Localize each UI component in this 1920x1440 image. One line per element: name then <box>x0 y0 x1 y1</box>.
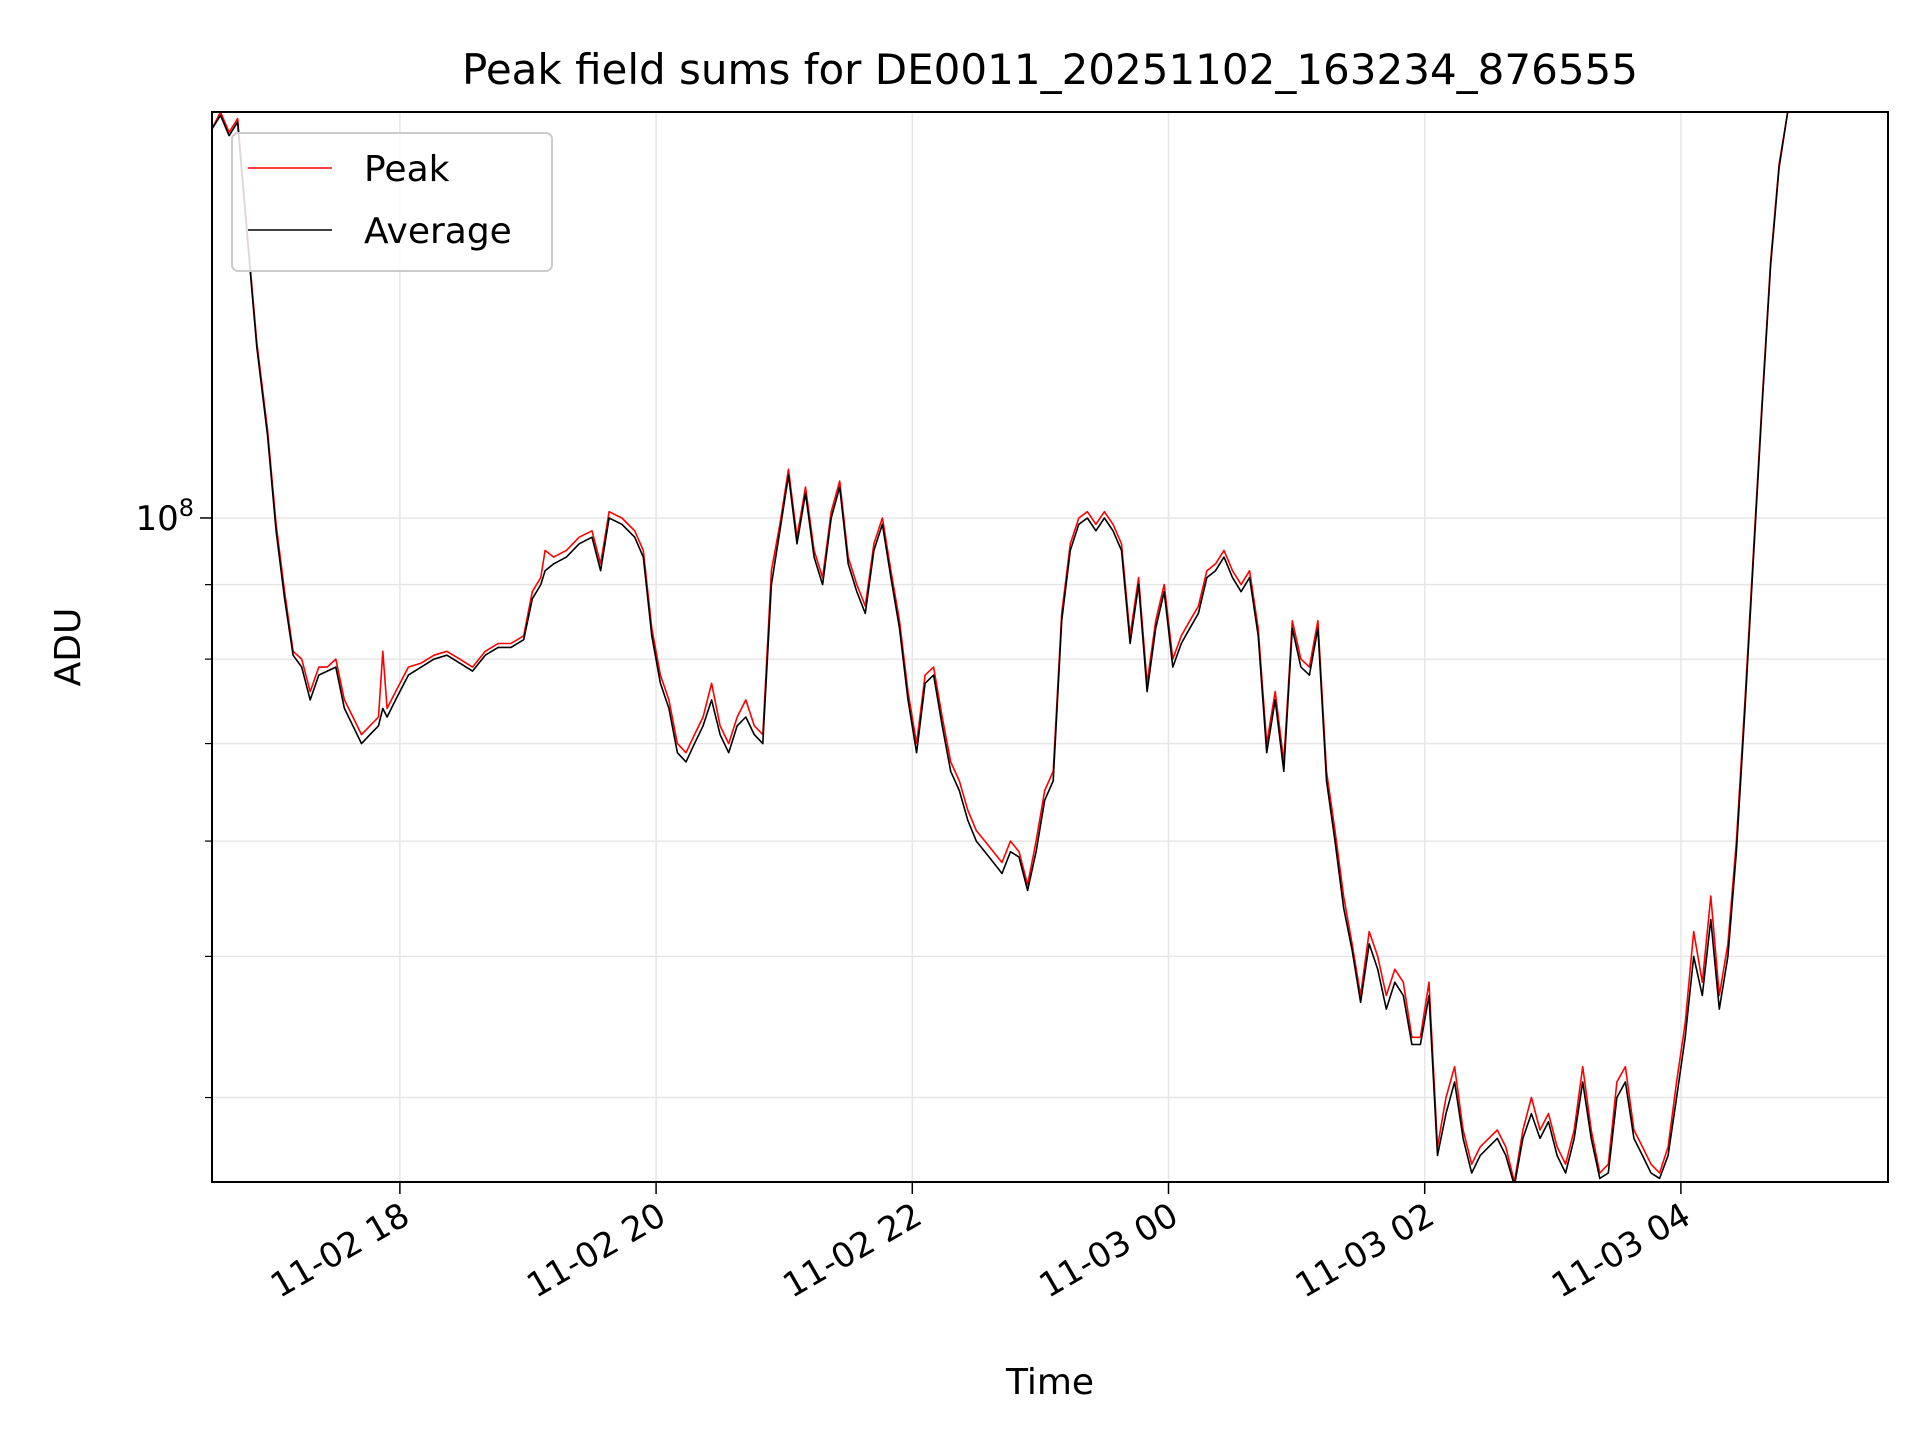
y-axis: 108 <box>135 494 212 1099</box>
chart-title: Peak field sums for DE0011_20251102_1632… <box>462 45 1638 94</box>
series-line-peak <box>212 112 1789 1182</box>
legend-label-peak: Peak <box>364 149 450 190</box>
legend: Peak Average <box>231 132 553 272</box>
x-axis-label: Time <box>1005 1362 1094 1403</box>
y-axis-label: ADU <box>48 608 89 687</box>
series-line-average <box>212 112 1789 1182</box>
legend-label-average: Average <box>364 211 512 252</box>
y-tick-label: 108 <box>135 494 194 539</box>
series-layer <box>212 112 1789 1182</box>
grid-lines <box>212 112 1888 1182</box>
plot-frame <box>211 111 1889 1183</box>
